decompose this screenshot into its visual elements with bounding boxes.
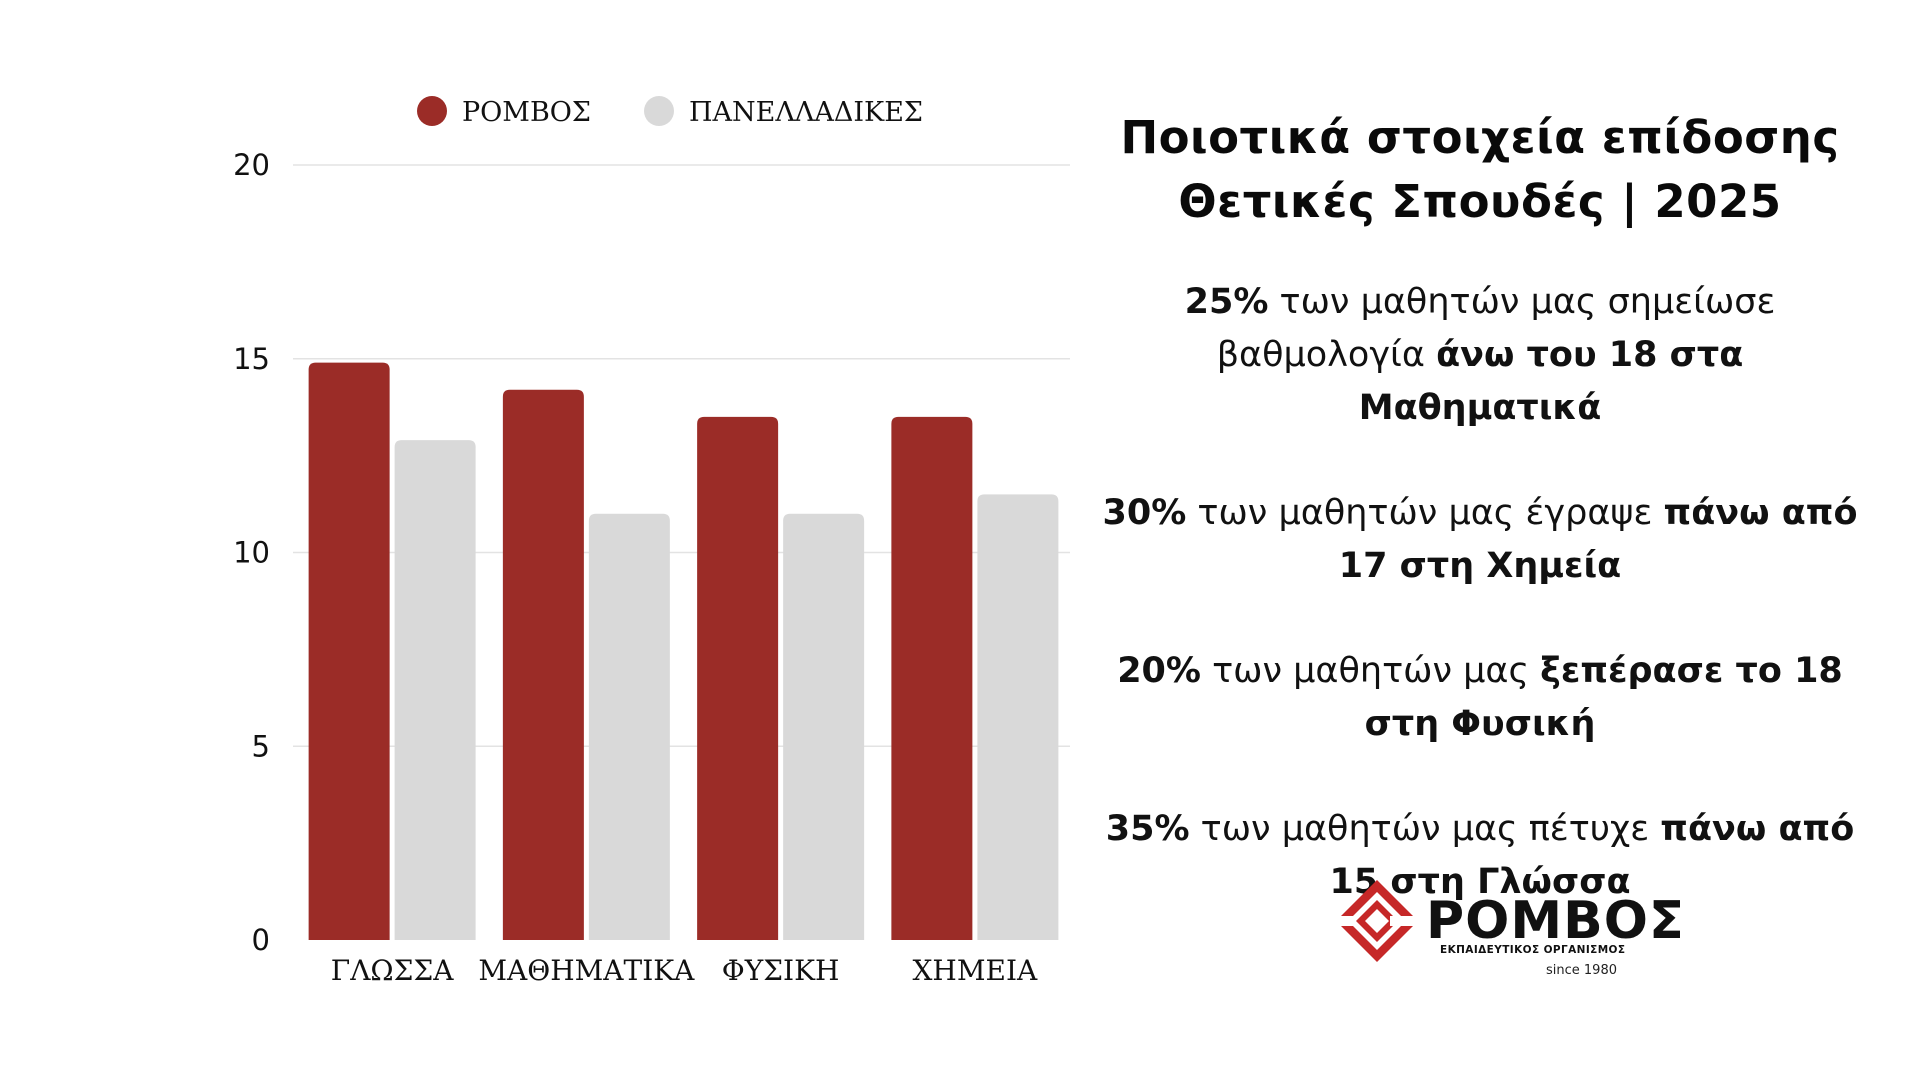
x-category-label-4: ΧΗΜΕΙΑ [913, 954, 1039, 987]
legend-marker-1 [417, 96, 447, 126]
logo-wordmark: ΡΟΜΒΟΣ [1426, 891, 1680, 951]
logo-since: since 1980 [1546, 963, 1617, 978]
logo-subtitle: ΕΚΠΑΙΔΕΥΤΙΚΟΣ ΟΡΓΑΝΙΣΜΟΣ [1440, 944, 1625, 956]
y-tick-label-10: 10 [233, 536, 270, 570]
bar-chart: 0 5 10 15 20 ΓΛΩΣΣΑ ΜΑΘΗΜΑΤΙΚΑ ΦΥΣΙΚΗ ΧΗΜΕΙΑ ΡΟΜΒ… [233, 96, 1070, 987]
x-category-label-2: ΜΑΘΗΜΑΤΙΚΑ [478, 954, 695, 987]
bar-rombos-4 [891, 416, 973, 940]
rombos-logo: ΡΟΜΒΟΣ ΕΚΠΑΙΔΕΥΤΙΚΟΣ ΟΡΓΑΝΙΣΜΟΣ since 19… [1336, 880, 1680, 978]
y-tick-label-0: 0 [252, 923, 270, 957]
stat-2-part-1: 30% [1102, 493, 1187, 533]
bar-panellinies-3 [783, 513, 865, 940]
stat-3: 20% των μαθητών μας ξεπέρασε το 18 στη Φ… [1090, 645, 1870, 751]
x-category-label-3: ΦΥΣΙΚΗ [722, 954, 840, 987]
panel-title-line-1: Ποιοτικά στοιχεία επίδοσης [1120, 111, 1840, 164]
stat-1-part-3: άνω του 18 στα Μαθηματικά [1358, 335, 1744, 428]
stat-3-part-1: 20% [1117, 651, 1201, 691]
bar-rombos-2 [502, 389, 584, 940]
stat-4-part-2: των μαθητών μας πέτυχε [1189, 809, 1661, 849]
legend-label-1: ΡΟΜΒΟΣ [462, 97, 591, 128]
stat-2: 30% των μαθητών μας έγραψε πάνω από 17 σ… [1090, 487, 1870, 593]
legend-label-2: ΠΑΝΕΛΛΑΔΙΚΕΣ [689, 97, 923, 128]
info-panel: Ποιοτικά στοιχεία επίδοσης Θετικές Σπουδ… [1090, 106, 1870, 961]
y-tick-label-20: 20 [233, 148, 270, 182]
stat-3-part-2: των μαθητών μας [1200, 651, 1541, 691]
bar-rombos-1 [308, 362, 390, 940]
y-tick-label-5: 5 [252, 729, 270, 763]
stat-3-part-3: ξεπέρασε το 18 στη Φυσική [1364, 651, 1843, 744]
x-category-label-1: ΓΛΩΣΣΑ [331, 954, 454, 987]
stat-1-part-2: των μαθητών μας σημείωσε βαθμολογία [1216, 282, 1776, 375]
bar-panellinies-1 [394, 440, 476, 940]
y-tick-label-15: 15 [233, 342, 270, 376]
rombos-logo-diamond-icon [1336, 880, 1418, 962]
bar-panellinies-4 [977, 494, 1059, 940]
stat-4-part-1: 35% [1105, 809, 1190, 849]
stat-1: 25% των μαθητών μας σημείωσε βαθμολογία … [1090, 276, 1870, 435]
panel-title-line-2: Θετικές Σπουδές | 2025 [1178, 175, 1782, 228]
stat-1-part-1: 25% [1184, 282, 1269, 322]
stat-2-part-2: των μαθητών μας έγραψε [1186, 493, 1664, 533]
stats-list: 25% των μαθητών μας σημείωσε βαθμολογία … [1090, 276, 1870, 909]
stat-2-part-3: πάνω από 17 στη Χημεία [1338, 493, 1858, 586]
legend-marker-2 [644, 96, 674, 126]
bar-rombos-3 [697, 416, 779, 940]
bar-panellinies-2 [588, 513, 670, 940]
